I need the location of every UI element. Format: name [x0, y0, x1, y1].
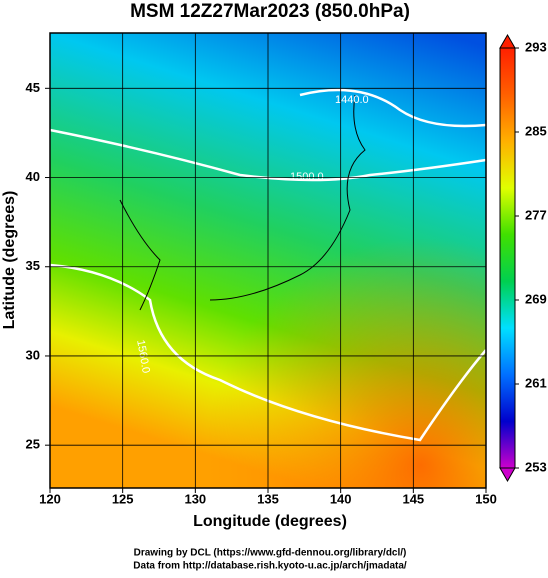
- colorbar-tick-label: 253: [525, 459, 547, 474]
- coastline: [119, 94, 366, 311]
- colorbar-tick-label: 285: [525, 123, 547, 138]
- y-tick-label: 45: [26, 80, 40, 95]
- x-tick-label: 125: [112, 491, 134, 506]
- x-tick-label: 120: [39, 491, 61, 506]
- y-axis-label: Latitude (degrees): [1, 191, 18, 330]
- contour-label: 1440.0: [335, 94, 369, 106]
- y-tick-label: 30: [26, 347, 40, 362]
- footer: Data from http://database.rish.kyoto-u.a…: [133, 561, 407, 572]
- colorbar-tick-label: 277: [525, 207, 547, 222]
- x-tick-label: 135: [257, 491, 279, 506]
- contour-label: 1500.0: [290, 171, 324, 183]
- colorbar-tick-label: 269: [525, 291, 547, 306]
- x-axis-label: Longitude (degrees): [193, 513, 347, 530]
- contours: [49, 88, 487, 442]
- y-tick-label: 25: [26, 437, 40, 452]
- colorbar: [499, 47, 516, 469]
- colorbar-tick-label: 261: [525, 375, 547, 390]
- contour-label: 1560.0: [134, 339, 152, 374]
- chart-title: MSM 12Z27Mar2023 (850.0hPa): [130, 1, 410, 22]
- x-tick-label: 150: [475, 491, 497, 506]
- footer: Drawing by DCL (https://www.gfd-dennou.o…: [134, 548, 407, 559]
- x-tick-label: 145: [402, 491, 424, 506]
- colorbar-bottom: [499, 467, 516, 483]
- y-tick-label: 35: [26, 258, 40, 273]
- x-tick-label: 140: [330, 491, 352, 506]
- x-tick-label: 130: [184, 491, 206, 506]
- colorbar-top: [499, 33, 516, 49]
- colorbar-tick-label: 293: [525, 39, 547, 54]
- y-tick-label: 40: [26, 169, 40, 184]
